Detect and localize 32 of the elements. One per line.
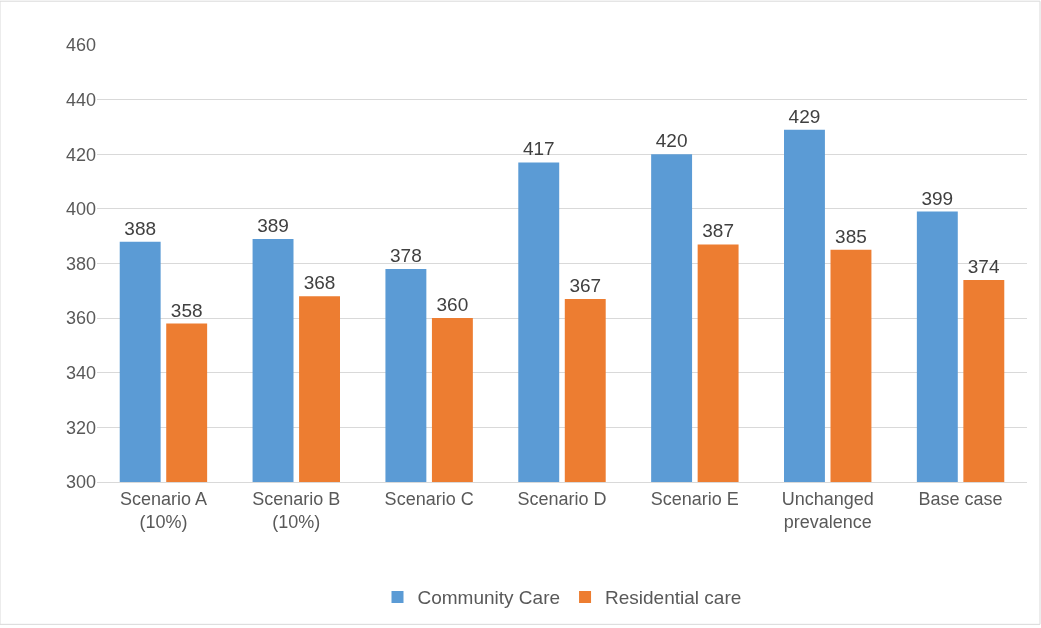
data-label: 420 xyxy=(655,130,688,152)
data-label: 385 xyxy=(835,225,867,247)
x-tick-label: Scenario B (10%) xyxy=(252,488,341,532)
x-tick-label: Scenario A (10%) xyxy=(119,488,207,532)
data-label: 388 xyxy=(124,217,157,239)
y-tick-label: 340 xyxy=(65,363,96,384)
data-label: 374 xyxy=(967,255,1000,277)
y-tick-label: 420 xyxy=(65,144,96,165)
data-label: 429 xyxy=(788,105,821,127)
legend-label: Community Care xyxy=(417,587,561,609)
x-tick-label: Base case xyxy=(918,488,1003,509)
data-label: 358 xyxy=(170,299,203,321)
data-label: 367 xyxy=(569,275,602,297)
data-label: 378 xyxy=(390,244,422,266)
y-tick-label: 320 xyxy=(65,417,96,438)
data-label: 360 xyxy=(436,294,469,316)
y-tick-label: 400 xyxy=(65,199,96,220)
y-tick-label: 360 xyxy=(65,308,96,329)
y-tick-label: 440 xyxy=(65,89,96,110)
y-tick-label: 300 xyxy=(65,472,96,493)
data-label: 387 xyxy=(702,220,734,242)
y-tick-label: 380 xyxy=(65,253,96,274)
y-tick-label: 460 xyxy=(65,35,96,56)
x-tick-label: Scenario D xyxy=(517,488,607,509)
data-label: 389 xyxy=(257,214,289,236)
data-label: 399 xyxy=(921,187,954,209)
legend-label: Residential care xyxy=(605,587,742,609)
data-label: 417 xyxy=(522,138,555,160)
data-label: 368 xyxy=(303,272,336,294)
x-tick-label: Unchanged prevalence xyxy=(781,488,874,532)
x-tick-label: Scenario E xyxy=(650,488,739,509)
x-tick-label: Scenario C xyxy=(384,488,474,509)
